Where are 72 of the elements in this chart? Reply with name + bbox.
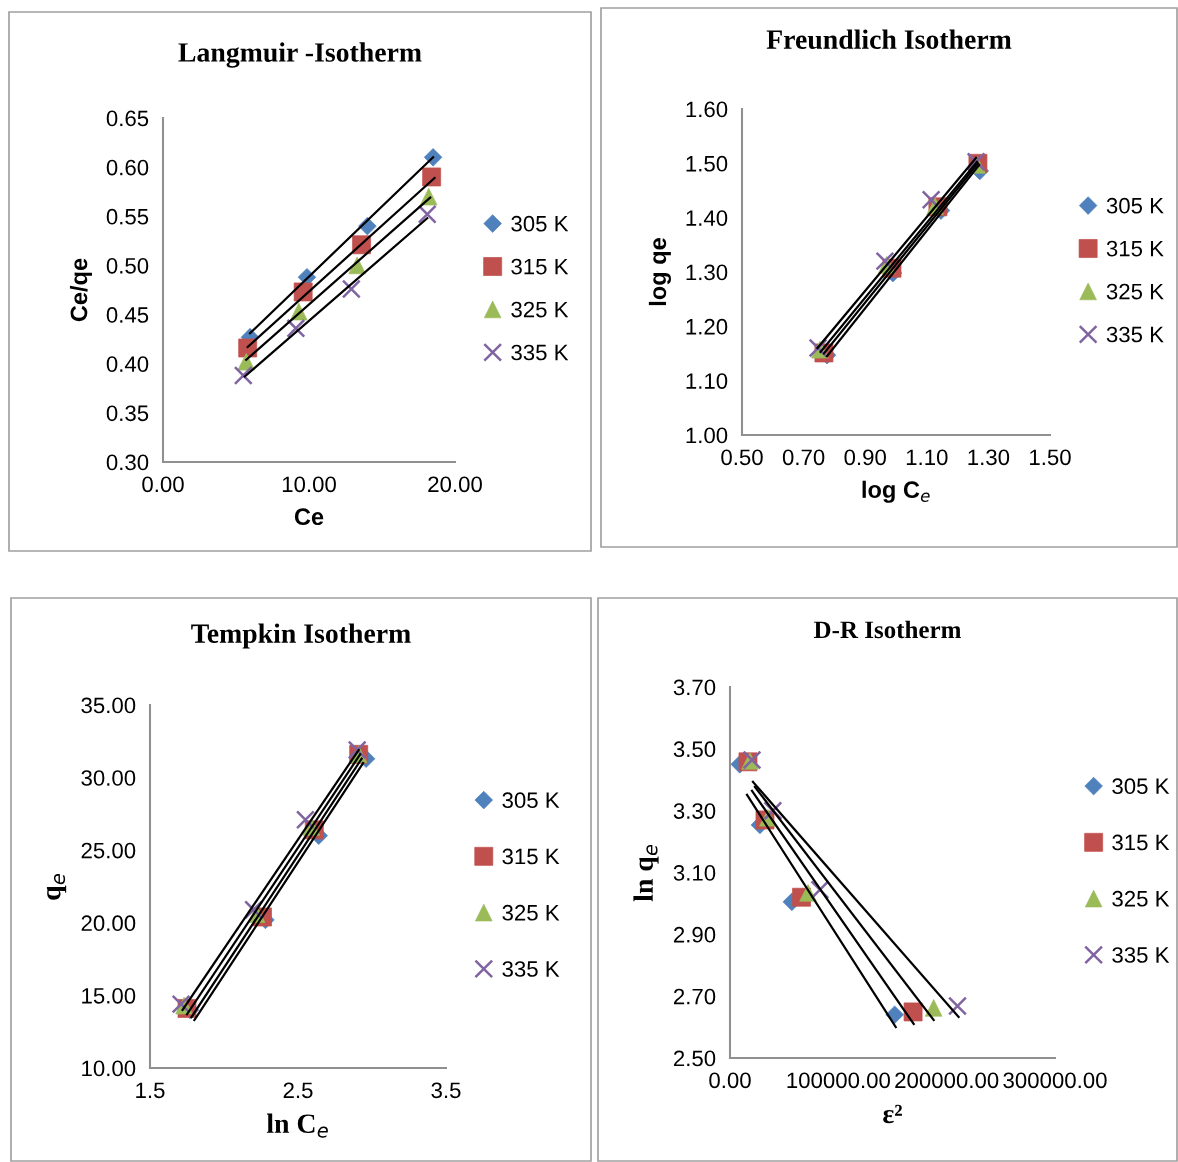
y-tick-label: 1.50	[686, 155, 728, 172]
legend-label: 315 K	[1112, 834, 1170, 851]
y-tick-label: 0.50	[106, 257, 149, 274]
legend-label: 325 K	[1106, 283, 1164, 300]
y-tick-label: 2.70	[673, 988, 716, 1005]
x-tick-label: 10.00	[282, 476, 336, 493]
y-axis-title: q$_{e}$	[46, 873, 67, 900]
y-tick-label: 1.20	[686, 318, 728, 335]
legend-label: 335 K	[511, 344, 569, 361]
x-tick-label: 1.30	[968, 449, 1010, 466]
chart-title: D-R Isotherm	[814, 620, 962, 639]
x-tick-label: 2.5	[283, 1082, 313, 1099]
x-tick-label: 100000.00	[787, 1072, 890, 1089]
y-axis-title: log qe	[648, 238, 671, 306]
y-tick-label: 2.50	[673, 1050, 716, 1067]
y-tick-label: 0.65	[106, 110, 149, 127]
y-tick-label: 0.35	[106, 405, 149, 422]
x-axis-title: ln C$_{e}$	[266, 1113, 328, 1138]
y-tick-label: 15.00	[82, 987, 136, 1004]
legend-label: 325 K	[502, 904, 560, 921]
y-tick-label: 1.00	[686, 427, 728, 444]
legend-label: 325 K	[511, 301, 569, 318]
chart-title: Freundlich Isotherm	[766, 29, 1012, 50]
y-tick-label: 25.00	[81, 842, 136, 859]
y-tick-label: 30.00	[81, 770, 136, 786]
x-tick-label: 200000.00	[895, 1072, 999, 1089]
y-tick-label: 2.90	[673, 926, 716, 943]
x-tick-label: 0.90	[844, 449, 886, 466]
legend-label: 305 K	[1106, 197, 1164, 214]
x-tick-label: 0.00	[709, 1072, 751, 1089]
x-tick-label: 0.00	[142, 476, 184, 493]
x-axis-title: ε²	[883, 1104, 902, 1124]
x-tick-label: 0.70	[782, 449, 825, 466]
x-tick-label: 3.5	[431, 1082, 461, 1099]
y-axis-title: Ce/qe	[69, 258, 92, 322]
x-axis-title: Ce	[294, 508, 324, 526]
legend-label: 315 K	[1106, 240, 1164, 257]
chart-title: Tempkin Isotherm	[191, 623, 411, 649]
y-tick-label: 1.60	[686, 101, 728, 118]
y-tick-label: 3.10	[673, 865, 716, 881]
legend-label: 305 K	[511, 215, 569, 232]
y-tick-label: 0.45	[106, 307, 149, 323]
chart-title: Langmuir -Isotherm	[178, 42, 422, 68]
y-tick-label: 0.40	[106, 356, 149, 372]
y-tick-label: 1.10	[686, 373, 728, 389]
y-tick-label: 0.60	[106, 159, 149, 176]
y-axis-title: ln q$_{e}$	[633, 844, 659, 902]
x-tick-label: 20.00	[428, 476, 482, 493]
x-tick-label: 1.50	[1030, 449, 1071, 466]
legend-label: 335 K	[502, 961, 560, 977]
y-tick-label: 3.50	[673, 741, 716, 758]
legend-label: 305 K	[1112, 778, 1170, 795]
x-tick-label: 1.5	[136, 1082, 165, 1099]
y-tick-label: 20.00	[81, 915, 136, 932]
legend-label: 335 K	[1106, 326, 1164, 343]
legend-label: 335 K	[1112, 947, 1170, 963]
y-tick-label: 0.55	[106, 208, 149, 225]
y-tick-label: 0.30	[106, 454, 149, 471]
y-tick-label: 1.30	[686, 264, 728, 281]
x-tick-label: 300000.00	[1003, 1072, 1107, 1089]
legend-label: 315 K	[511, 258, 569, 275]
x-axis-title: log C$_{e}$	[862, 480, 930, 503]
y-tick-label: 35.00	[81, 697, 136, 714]
legend-label: 315 K	[502, 848, 560, 865]
x-tick-label: 1.10	[906, 449, 948, 466]
y-tick-label: 10.00	[82, 1060, 136, 1077]
x-tick-label: 0.50	[721, 449, 763, 466]
legend-label: 325 K	[1112, 890, 1170, 907]
y-tick-label: 3.30	[673, 803, 716, 819]
y-tick-label: 3.70	[673, 679, 716, 696]
y-tick-label: 1.40	[686, 210, 728, 226]
legend-label: 305 K	[502, 792, 560, 809]
